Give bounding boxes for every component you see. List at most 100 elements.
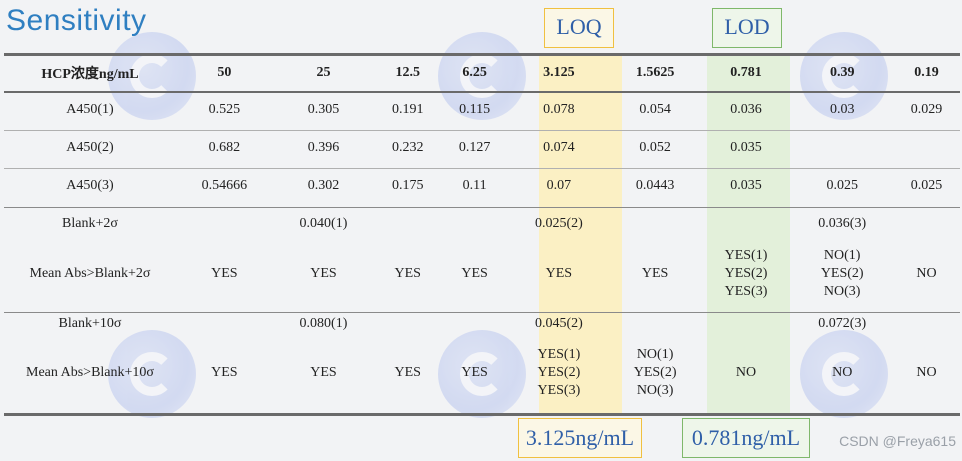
header-rule <box>4 91 960 93</box>
watermark-logo-icon <box>800 330 888 418</box>
table-cell: YES <box>310 365 337 380</box>
table-cell-line: NO(3) <box>636 383 674 398</box>
table-cell: 0.11 <box>462 178 487 193</box>
row-divider <box>4 207 960 208</box>
slide-title: Sensitivity <box>6 4 147 37</box>
row-divider <box>4 168 960 169</box>
table-cell: NO <box>916 365 937 380</box>
row-label: Blank+2σ <box>62 216 118 231</box>
table-cell: 0.127 <box>458 140 491 155</box>
table-cell: 0.035 <box>730 178 762 193</box>
table-cell: YES <box>310 266 337 281</box>
watermark-logo-icon <box>800 32 888 120</box>
row-divider <box>4 312 960 313</box>
table-cell: YES <box>394 266 421 281</box>
header-concentration-cell: 1.5625 <box>635 65 675 80</box>
table-cell-multiline: YES(1) YES(2) YES(3) <box>508 343 610 403</box>
table-bottom-rule <box>4 413 960 416</box>
loq-value-box: 3.125ng/mL <box>518 418 642 458</box>
table-cell: 0.396 <box>307 140 340 155</box>
table-cell <box>791 129 893 167</box>
table-cell: 0.682 <box>208 140 241 155</box>
table-top-rule <box>4 53 960 56</box>
row-label: A450(1) <box>66 102 114 117</box>
lod-label: LOD <box>712 8 782 48</box>
row-divider <box>4 130 960 131</box>
table-cell <box>176 305 273 343</box>
table-cell: YES <box>211 266 238 281</box>
table-row: Mean Abs>Blank+10σ YES YES YES YES YES(1) YES(… <box>4 343 960 403</box>
table-cell: YES <box>394 365 421 380</box>
header-concentration-cell: 50 <box>217 65 232 80</box>
table-cell: YES <box>641 266 669 281</box>
header-concentration-cell: 12.5 <box>395 65 420 80</box>
table-cell-line: YES(2) <box>633 365 677 380</box>
table-cell: 0.115 <box>459 102 491 117</box>
table-cell <box>374 205 441 243</box>
table-cell <box>893 205 960 243</box>
table-cell <box>701 305 792 343</box>
table-cell-line: NO(1) <box>636 347 674 362</box>
table-cell <box>374 305 441 343</box>
table-cell: 0.045(2) <box>534 316 583 331</box>
watermark-logo-icon <box>108 330 196 418</box>
table-cell: 0.036(3) <box>818 216 867 231</box>
table-cell: 0.036 <box>730 102 762 117</box>
header-concentration-cell: 6.25 <box>462 65 487 80</box>
table-cell: 0.040(1) <box>299 216 348 231</box>
header-concentration-cell: 0.19 <box>914 65 939 80</box>
table-cell-multiline: NO(1) YES(2) NO(3) <box>610 343 701 403</box>
table-cell <box>701 205 792 243</box>
row-label: A450(2) <box>66 140 114 155</box>
table-cell: 0.052 <box>639 140 671 155</box>
table-cell: 0.232 <box>391 140 424 155</box>
table-cell: 0.302 <box>307 178 340 193</box>
header-concentration-cell: 3.125 <box>543 65 575 80</box>
lod-column-highlight <box>707 55 790 413</box>
header-row: HCP浓度ng/mL 50 25 12.5 6.25 3.125 1.5625 0.781 0.… <box>4 55 960 91</box>
header-concentration-cell: 0.781 <box>730 65 762 80</box>
table-cell <box>610 305 701 343</box>
table-cell: NO <box>832 365 853 380</box>
row-label: Mean Abs>Blank+2σ <box>29 266 151 281</box>
table-cell: 0.025 <box>910 178 943 193</box>
header-label-cell: HCP浓度ng/mL <box>41 67 139 82</box>
table-row: Mean Abs>Blank+2σ YES YES YES YES YES YES YES(1… <box>4 243 960 305</box>
table-cell: 0.305 <box>307 102 340 117</box>
table-cell: 0.07 <box>546 178 572 193</box>
table-row: Blank+2σ 0.040(1) 0.025(2) 0.036(3) <box>4 205 960 243</box>
table-cell: 0.074 <box>543 140 575 155</box>
table-cell-line: YES(1) <box>537 347 581 362</box>
table-cell-line: YES(2) <box>724 266 768 281</box>
csdn-watermark: CSDN @Freya615 <box>839 433 956 449</box>
table-cell-line: YES(3) <box>537 383 581 398</box>
header-concentration-cell: 25 <box>316 65 331 80</box>
table-cell: 0.078 <box>543 102 575 117</box>
table-cell-line: NO(3) <box>823 284 861 299</box>
table-cell-line: NO(1) <box>823 248 861 263</box>
table-cell: 0.025(2) <box>534 216 583 231</box>
table-row: A450(1) 0.525 0.305 0.191 0.115 0.078 0.054 0.0… <box>4 91 960 129</box>
watermark-logo-icon <box>438 330 526 418</box>
table-cell: YES <box>545 266 573 281</box>
row-label: Blank+10σ <box>58 316 122 331</box>
table-cell: NO <box>735 365 757 380</box>
sensitivity-table: HCP浓度ng/mL 50 25 12.5 6.25 3.125 1.5625 0.781 0.… <box>4 55 960 403</box>
watermark-logo-icon <box>438 32 526 120</box>
table-cell: NO <box>916 266 937 281</box>
lod-value-box: 0.781ng/mL <box>682 418 810 458</box>
loq-column-highlight <box>539 55 622 413</box>
table-cell <box>893 305 960 343</box>
table-cell: 0.191 <box>391 102 424 117</box>
table-cell: 0.0443 <box>635 178 675 193</box>
table-cell: YES <box>211 365 238 380</box>
table-cell-line: YES(2) <box>820 266 864 281</box>
table-cell <box>893 129 960 167</box>
watermark-logo-icon <box>108 32 196 120</box>
table-cell: 0.072(3) <box>818 316 867 331</box>
table-cell: YES <box>461 266 488 281</box>
table-cell-multiline: NO(1) YES(2) NO(3) <box>791 243 893 305</box>
table-cell: 0.080(1) <box>299 316 348 331</box>
table-cell-line: YES(1) <box>724 248 768 263</box>
